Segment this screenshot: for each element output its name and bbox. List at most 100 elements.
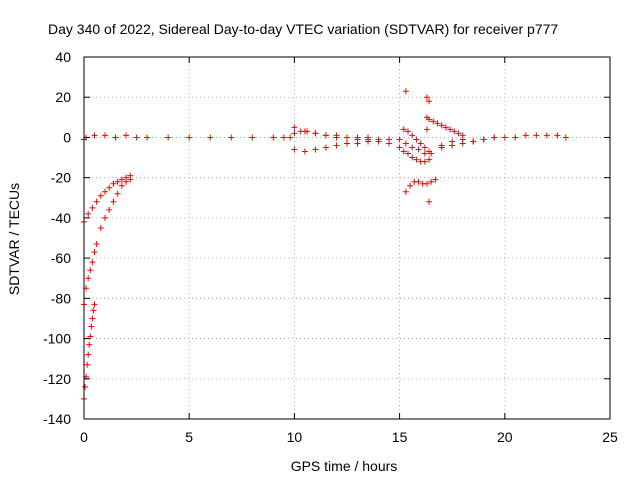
data-point bbox=[90, 307, 97, 314]
data-point bbox=[402, 188, 409, 195]
axis-ticks bbox=[83, 56, 611, 420]
data-point bbox=[110, 198, 117, 205]
data-point bbox=[144, 134, 151, 141]
data-point bbox=[312, 130, 319, 137]
data-point bbox=[396, 144, 403, 151]
data-point bbox=[97, 224, 104, 231]
y-axis-title: SDTVAR / TECUs bbox=[6, 183, 22, 295]
data-point bbox=[423, 180, 430, 187]
data-point bbox=[333, 134, 340, 141]
data-point bbox=[400, 126, 407, 133]
data-point bbox=[89, 315, 96, 322]
y-tick-label: -120 bbox=[43, 371, 71, 387]
data-point bbox=[480, 136, 487, 143]
data-point bbox=[438, 144, 445, 151]
x-tick-label: 10 bbox=[287, 429, 303, 445]
data-point bbox=[409, 154, 416, 161]
data-point bbox=[114, 190, 121, 197]
y-tick-label: -80 bbox=[51, 290, 71, 306]
data-point bbox=[228, 134, 235, 141]
data-point bbox=[459, 132, 466, 139]
data-point bbox=[501, 134, 508, 141]
data-point bbox=[97, 192, 104, 199]
data-point bbox=[365, 136, 372, 143]
data-point bbox=[543, 132, 550, 139]
y-tick-label: -140 bbox=[43, 411, 71, 427]
x-tick-label: 20 bbox=[497, 429, 513, 445]
data-point bbox=[207, 134, 214, 141]
data-point bbox=[344, 140, 350, 147]
data-point bbox=[430, 118, 437, 125]
data-point bbox=[426, 156, 433, 163]
data-point bbox=[106, 184, 113, 191]
data-point bbox=[85, 351, 92, 358]
data-point bbox=[89, 259, 96, 266]
data-point bbox=[85, 210, 92, 217]
data-point bbox=[375, 138, 382, 145]
data-point bbox=[93, 241, 100, 248]
data-point bbox=[127, 176, 134, 183]
data-point bbox=[88, 323, 95, 330]
data-point bbox=[409, 132, 416, 139]
data-point bbox=[451, 128, 458, 135]
data-point bbox=[165, 134, 172, 141]
data-point bbox=[312, 146, 319, 153]
data-point bbox=[333, 142, 340, 149]
data-point bbox=[400, 148, 407, 155]
x-tick-label: 5 bbox=[185, 429, 193, 445]
data-point bbox=[421, 158, 428, 165]
data-point bbox=[110, 180, 117, 187]
chart-title: Day 340 of 2022, Sidereal Day-to-day VTE… bbox=[48, 21, 558, 37]
data-point bbox=[421, 144, 428, 151]
x-tick-label: 25 bbox=[602, 429, 618, 445]
grid-lines bbox=[84, 57, 610, 419]
data-point bbox=[87, 267, 94, 274]
data-point bbox=[301, 148, 308, 155]
data-point bbox=[84, 361, 91, 368]
data-point bbox=[512, 134, 519, 141]
data-point bbox=[344, 134, 350, 141]
tick-labels: 0 5 10 15 20 25 40 20 0 -20 -40 -60 -80 -100 -120 -140 bbox=[43, 49, 618, 445]
data-point bbox=[533, 132, 540, 139]
data-point bbox=[447, 126, 454, 133]
data-point bbox=[407, 182, 414, 189]
data-point bbox=[301, 128, 308, 135]
data-point bbox=[442, 124, 449, 131]
data-point bbox=[455, 130, 462, 137]
data-point bbox=[102, 214, 109, 221]
data-point bbox=[421, 150, 428, 157]
data-point bbox=[322, 132, 329, 139]
data-point bbox=[287, 134, 294, 141]
data-point bbox=[322, 144, 329, 151]
data-point bbox=[426, 116, 433, 123]
data-point bbox=[118, 182, 125, 189]
data-point bbox=[123, 132, 130, 139]
y-tick-label: -100 bbox=[43, 331, 71, 347]
data-point bbox=[428, 178, 435, 185]
data-point bbox=[118, 176, 125, 183]
data-point bbox=[522, 132, 529, 139]
data-point bbox=[405, 150, 412, 157]
data-point bbox=[438, 122, 445, 129]
data-point bbox=[102, 132, 109, 139]
data-point bbox=[291, 130, 298, 137]
data-point bbox=[426, 148, 433, 155]
data-point bbox=[106, 206, 113, 213]
data-point bbox=[102, 188, 109, 195]
data-point bbox=[459, 140, 466, 147]
data-point bbox=[291, 146, 298, 153]
data-point bbox=[415, 178, 422, 185]
plot-frame bbox=[83, 56, 611, 420]
data-point bbox=[413, 136, 420, 143]
data-point bbox=[291, 124, 298, 131]
x-tick-label: 0 bbox=[80, 429, 88, 445]
data-point bbox=[426, 198, 433, 205]
data-points bbox=[81, 88, 569, 402]
data-point bbox=[91, 132, 98, 139]
data-point bbox=[396, 136, 403, 143]
data-point bbox=[434, 120, 441, 127]
data-point bbox=[402, 140, 409, 147]
y-tick-label: -40 bbox=[51, 210, 71, 226]
data-point bbox=[280, 134, 287, 141]
